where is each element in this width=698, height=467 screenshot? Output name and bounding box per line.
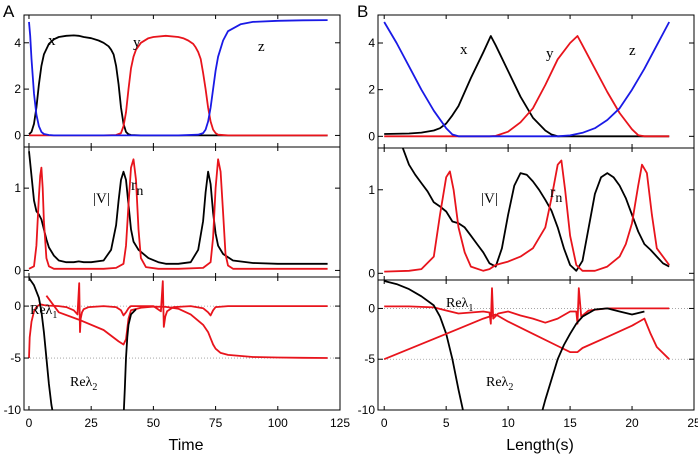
y-tick-label: 0 [368,266,375,280]
y-tick-label: 0 [14,128,21,142]
y-tick-label: 2 [368,83,375,97]
series-label-re2: Reλ2 [70,375,97,393]
x-tick-label: 50 [147,416,161,430]
series-label-v: |V| [93,191,110,207]
subplot-frame [377,279,695,411]
x-tick-label: 15 [563,416,577,430]
x-axis-label: Length(s) [506,437,574,454]
series-line-re-lambda-2-recovery- [383,313,670,361]
series-group [28,277,328,410]
series-line-re-lambda-2-recovery- [45,295,328,359]
series-label-rn-sub: n [136,184,143,199]
x-tick-label: 75 [209,416,223,430]
x-tick-label: 10 [501,416,515,430]
x-tick-label: 20 [625,416,639,430]
panel-b: B 0 2 4 x y z 0 1 |V| rn -10 -5 0 Reλ1 Reλ2 0 5 10 15 20 25 Le… [357,2,698,454]
y-tick-label: 0 [368,301,375,315]
series-label-re1: Reλ1 [446,296,473,314]
y-tick-label: 0 [14,263,21,277]
series-label-x: x [48,33,56,49]
series-label-v: |V| [481,191,498,207]
x-tick-label: 0 [26,416,33,430]
x-tick-label: 25 [687,416,698,430]
series-line-re-lambda-2-black-drop- [122,308,137,410]
series-line-re-lambda-1 [384,287,670,325]
series-group [28,151,328,270]
series-line-re-lambda-2 [28,277,54,410]
series-label-z: z [258,39,265,55]
y-tick-label: 4 [368,36,375,50]
series-label-x: x [460,42,468,58]
panel-label: B [357,2,368,21]
y-tick-label: 1 [368,183,375,197]
subplot-concentrations: 0 2 4 x y z [368,14,695,149]
series-label-re1-sub: 1 [468,303,473,314]
series-line-re-lambda-2-black-recovery- [541,307,645,410]
series-line-x [384,35,670,138]
series-group [383,280,670,410]
series-line--v- [28,151,328,265]
series-group [28,19,328,137]
subplot-concentrations: 0 2 4 x y z [14,14,341,148]
series-line--v- [401,148,670,272]
panel-label: A [3,2,15,21]
subplot-frame [23,276,341,411]
series-line-z [28,19,328,137]
y-tick-label: -10 [358,403,376,417]
y-tick-label: -5 [364,352,375,366]
series-label-re1-sub: 1 [52,310,57,321]
y-tick-label: -5 [10,351,21,365]
series-label-re2-sub: 2 [92,382,97,393]
subplot-re-lambda: -10 -5 0 Reλ1 Reλ2 [4,276,341,417]
series-line-re-lambda-2 [383,280,464,410]
subplot-frame [377,147,695,281]
series-label-y: y [546,46,554,62]
series-line-z [383,21,670,138]
series-label-z: z [629,43,636,59]
series-label-rn-sub: n [555,191,562,206]
y-tick-label: 0 [14,299,21,313]
y-tick-label: -10 [4,403,22,417]
x-axis-label: Time [169,437,204,454]
x-tick-label: 125 [330,416,350,430]
series-group [383,21,670,138]
subplot-frame [377,14,695,149]
series-line-x [28,34,328,137]
subplot-re-lambda: -10 -5 0 Reλ1 Reλ2 [358,279,695,417]
y-tick-label: 0 [368,129,375,143]
series-label-re2: Reλ2 [486,375,513,393]
series-label-re1: Reλ1 [30,303,57,321]
series-line-re-lambda-1 [28,280,328,359]
y-tick-label: 1 [14,181,21,195]
series-line-r-n [28,158,328,270]
x-tick-label: 25 [85,416,99,430]
series-label-rn: rn [131,177,143,199]
series-line-y [384,35,670,138]
subplot-frame [23,146,341,278]
series-label-re2-sub: 2 [508,382,513,393]
subplot-v-and-rn: 0 1 |V| rn [368,147,695,281]
x-tick-label: 0 [381,416,388,430]
series-line-r-n [384,159,670,273]
series-group [384,148,670,273]
series-line-y [29,34,328,137]
x-tick-label: 100 [268,416,288,430]
subplot-v-and-rn: 0 1 |V| rn [14,146,341,278]
y-tick-label: 2 [14,82,21,96]
series-label-y: y [133,35,141,51]
y-tick-label: 4 [14,36,21,50]
series-label-rn: rn [550,184,562,206]
x-tick-label: 5 [443,416,450,430]
